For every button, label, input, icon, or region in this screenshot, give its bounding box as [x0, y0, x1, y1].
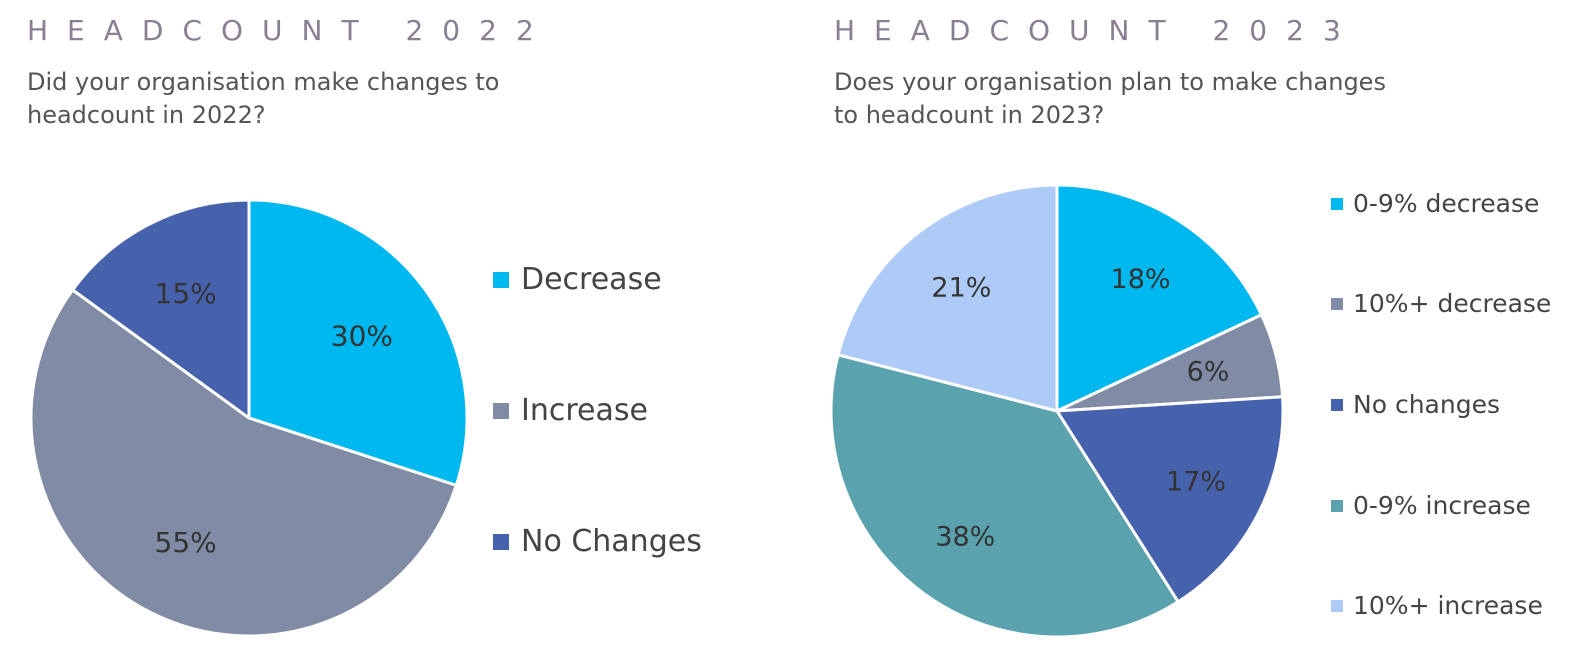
legend-swatch — [1331, 398, 1343, 411]
legend-swatch — [1331, 599, 1343, 612]
pie-slice-increase — [29, 288, 458, 638]
legend-label: 10%+ increase — [1353, 591, 1543, 620]
data-label-decrease: 30% — [331, 319, 393, 352]
legend-label: No changes — [1353, 390, 1500, 419]
data-label-no-changes: 15% — [155, 277, 217, 310]
legend-item-increase: Increase — [493, 393, 648, 428]
chart-question: Did your organisation make changes to he… — [27, 68, 500, 129]
legend-label: No Changes — [521, 524, 702, 559]
pie-slice-decrease — [247, 198, 469, 487]
legend-item-10-increase: 10%+ increase — [1331, 591, 1543, 620]
pie-chart-2022: 30% 55% 15% — [29, 198, 469, 638]
chart-question: Does your organisation plan to make chan… — [834, 68, 1386, 129]
data-label-10-decrease: 6% — [1187, 357, 1230, 388]
legend-swatch — [1331, 499, 1343, 512]
legend-swatch — [1331, 297, 1343, 310]
legend-item-10-decrease: 10%+ decrease — [1331, 289, 1551, 318]
data-label-10-increase: 21% — [931, 272, 991, 303]
data-label-no-changes: 17% — [1166, 466, 1226, 497]
legend-swatch — [493, 402, 509, 419]
chart-heading: HEADCOUNT 2023 — [834, 14, 1360, 47]
legend-item-decrease: Decrease — [493, 262, 662, 297]
legend-item-0-9-decrease: 0-9% decrease — [1331, 189, 1539, 218]
legend-item-no-changes: No Changes — [493, 524, 702, 559]
data-label-0-9-decrease: 18% — [1111, 264, 1171, 295]
pie-slice-0-9-decrease — [1055, 183, 1263, 413]
legend-swatch — [493, 533, 509, 550]
legend-label: 0-9% decrease — [1353, 189, 1540, 218]
pie-slice-no-changes — [71, 198, 251, 420]
legend-swatch — [1331, 197, 1343, 210]
panel-2023: HEADCOUNT 2023 Does your organisation pl… — [805, 0, 1588, 668]
legend-swatch — [493, 271, 509, 288]
chart-heading: HEADCOUNT 2022 — [27, 14, 553, 47]
pie-slice-10-increase — [836, 183, 1059, 413]
pie-chart-2023: 18% 6% 17% 38% 21% — [829, 183, 1285, 639]
pie-slice-no-changes — [1055, 395, 1285, 604]
legend-label: 10%+ decrease — [1353, 289, 1552, 318]
pie-slice-0-9-increase — [829, 353, 1180, 639]
legend-item-no-changes: No changes — [1331, 390, 1500, 419]
panel-2022: HEADCOUNT 2022 Did your organisation mak… — [27, 14, 702, 638]
legend-label: Increase — [521, 393, 648, 428]
data-label-0-9-increase: 38% — [935, 522, 995, 553]
legend-item-0-9-increase: 0-9% increase — [1331, 491, 1531, 520]
legend-label: Decrease — [521, 262, 662, 297]
legend-label: 0-9% increase — [1353, 491, 1531, 520]
data-label-increase: 55% — [155, 526, 217, 559]
